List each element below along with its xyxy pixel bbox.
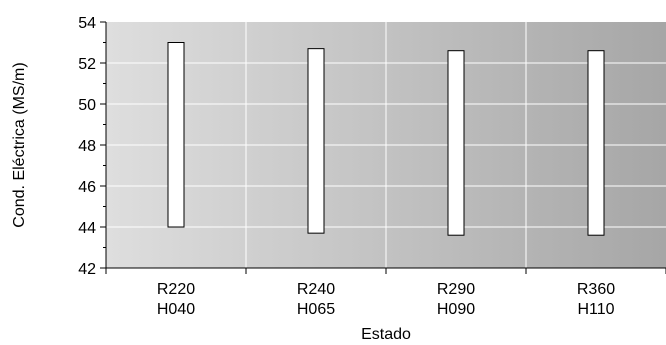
range-bar [307, 48, 325, 234]
y-tick-label: 44 [78, 220, 96, 237]
range-bar [447, 50, 465, 236]
range-bar [587, 50, 605, 236]
range-bar [167, 42, 185, 228]
y-tick-label: 50 [78, 97, 96, 114]
y-tick-label: 42 [78, 261, 96, 278]
axes [100, 21, 666, 274]
x-tick-label: H040 [157, 301, 195, 318]
y-tick-label: 48 [78, 138, 96, 155]
x-tick-label: R220 [157, 281, 195, 298]
y-axis-title: Cond. Eléctrica (MS/m) [11, 62, 28, 227]
y-tick-label: 52 [78, 56, 96, 73]
x-tick-label: R290 [437, 281, 475, 298]
y-tick-label: 46 [78, 179, 96, 196]
grid-lines [106, 22, 666, 268]
bars [167, 42, 605, 236]
x-axis-title: Estado [361, 326, 411, 343]
x-tick-label: R240 [297, 281, 335, 298]
y-tick-label: 54 [78, 15, 96, 32]
tick-labels: 42 44 46 48 50 52 54 R220 H040 R240 H065 R290 H090 R3… [78, 15, 615, 318]
x-tick-label: H110 [577, 301, 614, 318]
x-tick-label: H065 [297, 301, 335, 318]
x-tick-label: R360 [577, 281, 615, 298]
x-tick-label: H090 [437, 301, 475, 318]
